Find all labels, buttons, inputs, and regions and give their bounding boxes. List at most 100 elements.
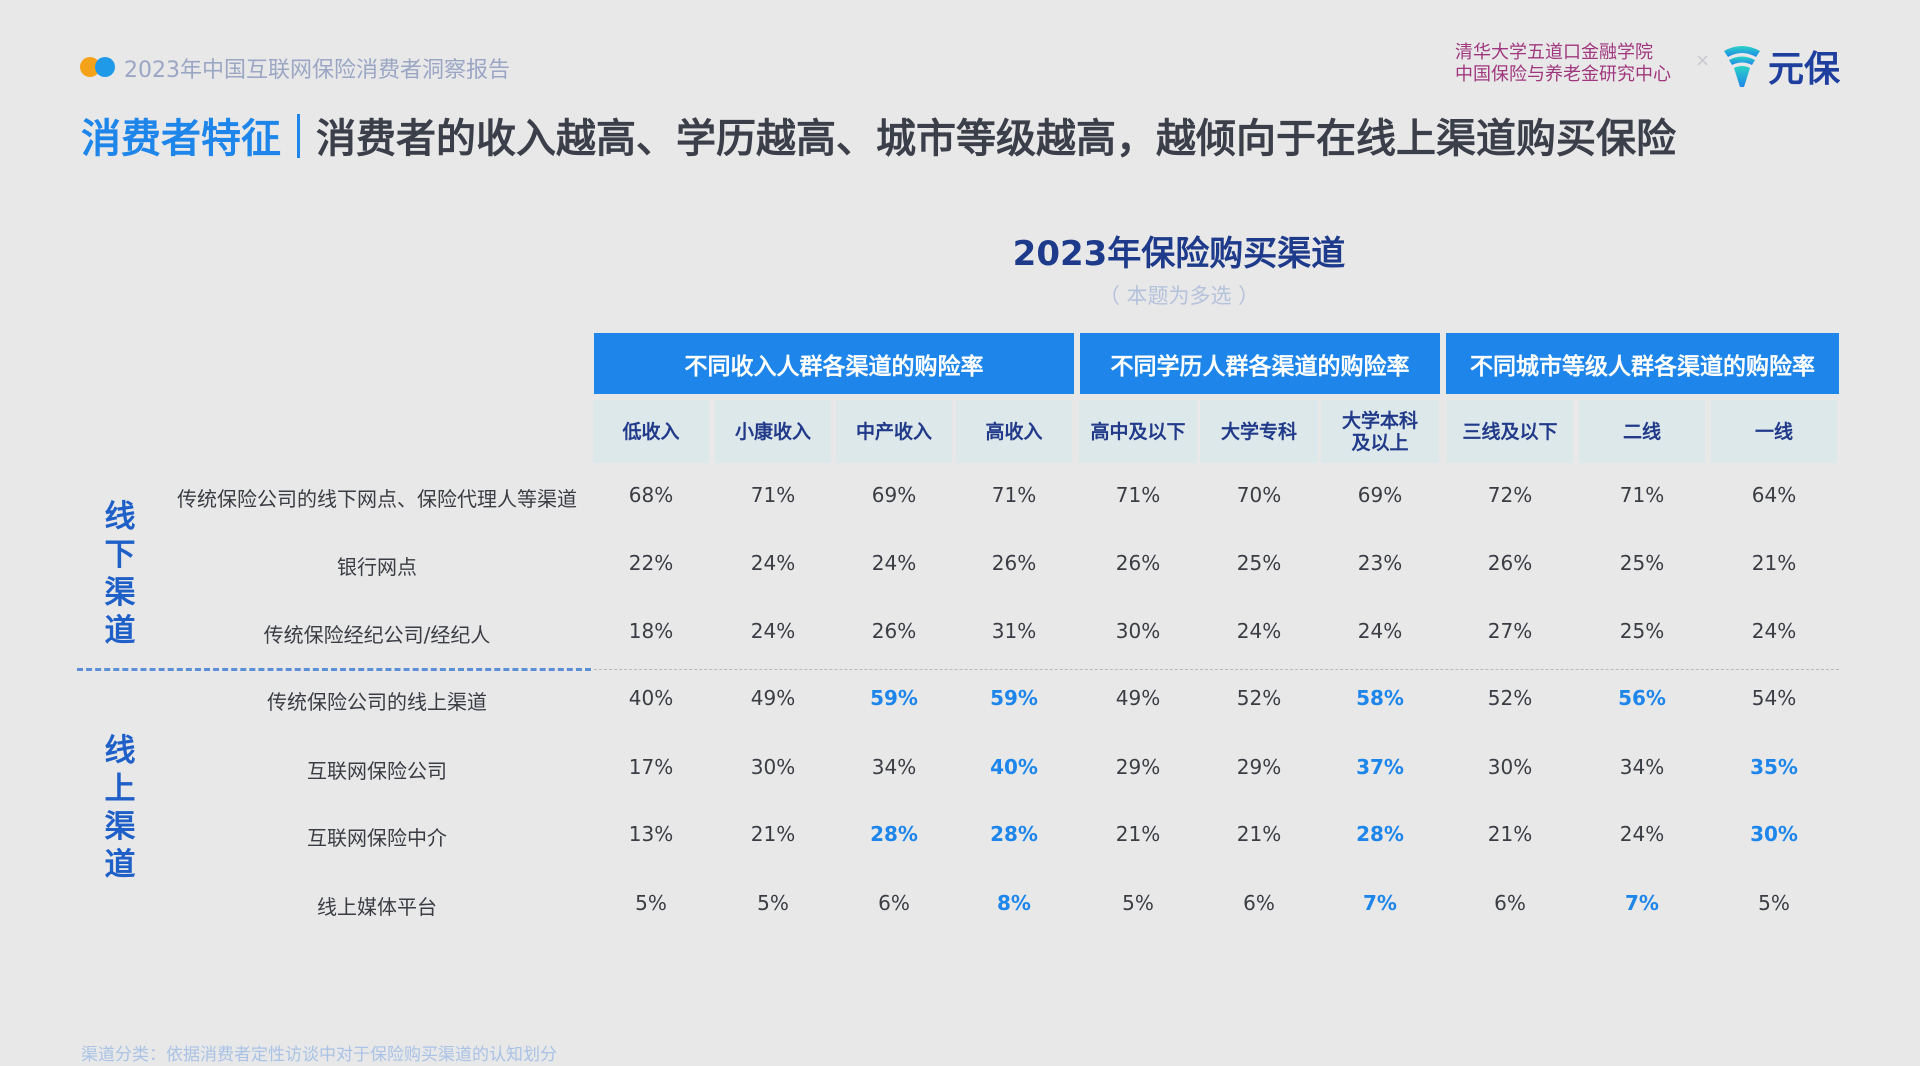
table-cell: 21% — [1487, 822, 1533, 846]
row-label: 线上媒体平台 — [317, 895, 437, 919]
page-title: 消费者特征 消费者的收入越高、学历越高、城市等级越高，越倾向于在线上渠道购买保险 — [81, 106, 1676, 164]
table-cell: 68% — [628, 483, 674, 507]
table-cell: 23% — [1357, 551, 1403, 575]
table-cell: 71% — [1619, 483, 1665, 507]
table-cell: 58% — [1356, 686, 1404, 710]
section-label-offline: 线下渠道 — [104, 499, 136, 649]
table-cell: 59% — [990, 686, 1038, 710]
column-header: 大学本科及以上 — [1321, 400, 1439, 463]
table-cell: 30% — [750, 755, 796, 779]
table-cell: 24% — [1619, 822, 1665, 846]
table-cell: 49% — [750, 686, 796, 710]
table-cell: 40% — [628, 686, 674, 710]
column-header: 三线及以下 — [1447, 400, 1573, 463]
table-cell: 31% — [991, 619, 1037, 643]
table-cell: 71% — [750, 483, 796, 507]
table-cell: 59% — [870, 686, 918, 710]
org-line-2: 中国保险与养老金研究中心 — [1455, 64, 1671, 85]
row-label: 银行网点 — [337, 555, 417, 579]
table-cell: 37% — [1356, 755, 1404, 779]
table-cell: 28% — [1356, 822, 1404, 846]
row-label: 传统保险公司的线下网点、保险代理人等渠道 — [177, 487, 577, 511]
table-cell: 69% — [1357, 483, 1403, 507]
table-title: 2023年保险购买渠道 — [1012, 234, 1346, 274]
table-cell: 26% — [1115, 551, 1161, 575]
table-cell: 56% — [1618, 686, 1666, 710]
section-divider — [77, 668, 591, 671]
footnote: 渠道分类：依据消费者定性访谈中对于保险购买渠道的认知划分 — [81, 1045, 557, 1065]
org-name: 清华大学五道口金融学院 中国保险与养老金研究中心 — [1455, 42, 1671, 86]
table-cell: 30% — [1115, 619, 1161, 643]
table-cell: 17% — [628, 755, 674, 779]
table-cell: 5% — [1758, 891, 1790, 915]
column-header: 中产收入 — [836, 400, 952, 463]
table-cell: 7% — [1363, 891, 1397, 915]
group-header-city: 不同城市等级人群各渠道的购险率 — [1446, 333, 1839, 394]
row-label: 互联网保险公司 — [307, 759, 447, 783]
table-cell: 24% — [1751, 619, 1797, 643]
table-cell: 25% — [1236, 551, 1282, 575]
table-cell: 69% — [871, 483, 917, 507]
section-divider-grey — [594, 669, 1839, 670]
cross-mark: × — [1695, 50, 1711, 71]
table-cell: 29% — [1115, 755, 1161, 779]
table-cell: 52% — [1487, 686, 1533, 710]
table-cell: 28% — [990, 822, 1038, 846]
table-cell: 30% — [1750, 822, 1798, 846]
table-cell: 54% — [1751, 686, 1797, 710]
title-divider — [297, 114, 300, 158]
column-header: 高收入 — [956, 400, 1072, 463]
table-cell: 24% — [750, 619, 796, 643]
table-cell: 8% — [997, 891, 1031, 915]
table-cell: 34% — [1619, 755, 1665, 779]
table-cell: 5% — [1122, 891, 1154, 915]
column-header: 大学专科 — [1200, 400, 1318, 463]
group-header-income: 不同收入人群各渠道的购险率 — [594, 333, 1074, 394]
table-cell: 52% — [1236, 686, 1282, 710]
table-cell: 5% — [635, 891, 667, 915]
table-cell: 18% — [628, 619, 674, 643]
table-cell: 6% — [1243, 891, 1275, 915]
column-header: 一线 — [1711, 400, 1837, 463]
table-cell: 26% — [1487, 551, 1533, 575]
table-cell: 6% — [878, 891, 910, 915]
table-cell: 34% — [871, 755, 917, 779]
brand-logo: 元保 — [1722, 40, 1840, 92]
org-line-1: 清华大学五道口金融学院 — [1455, 42, 1653, 63]
table-cell: 27% — [1487, 619, 1533, 643]
table-cell: 25% — [1619, 619, 1665, 643]
table-cell: 35% — [1750, 755, 1798, 779]
title-highlight: 消费者特征 — [81, 116, 281, 162]
table-subtitle: （ 本题为多选 ） — [1098, 284, 1260, 308]
table-cell: 71% — [991, 483, 1037, 507]
table-cell: 22% — [628, 551, 674, 575]
table-cell: 6% — [1494, 891, 1526, 915]
column-header: 低收入 — [593, 400, 709, 463]
table-cell: 72% — [1487, 483, 1533, 507]
row-label: 传统保险经纪公司/经纪人 — [263, 623, 491, 647]
table-cell: 7% — [1625, 891, 1659, 915]
table-cell: 21% — [1236, 822, 1282, 846]
column-header: 小康收入 — [715, 400, 831, 463]
brand-name: 元保 — [1768, 49, 1841, 90]
group-header-education: 不同学历人群各渠道的购险率 — [1080, 333, 1440, 394]
table-cell: 24% — [1357, 619, 1403, 643]
table-cell: 64% — [1751, 483, 1797, 507]
table-cell: 24% — [750, 551, 796, 575]
table-cell: 26% — [991, 551, 1037, 575]
table-cell: 29% — [1236, 755, 1282, 779]
table-cell: 26% — [871, 619, 917, 643]
table-cell: 21% — [750, 822, 796, 846]
table-cell: 25% — [1619, 551, 1665, 575]
table-cell: 40% — [990, 755, 1038, 779]
logo-dot-blue — [95, 57, 115, 77]
table-cell: 5% — [757, 891, 789, 915]
table-cell: 28% — [870, 822, 918, 846]
title-main: 消费者的收入越高、学历越高、城市等级越高，越倾向于在线上渠道购买保险 — [316, 116, 1676, 162]
table-cell: 24% — [1236, 619, 1282, 643]
table-cell: 71% — [1115, 483, 1161, 507]
table-cell: 70% — [1236, 483, 1282, 507]
column-header: 高中及以下 — [1079, 400, 1197, 463]
section-label-online: 线上渠道 — [104, 733, 136, 883]
row-label: 传统保险公司的线上渠道 — [267, 690, 487, 714]
